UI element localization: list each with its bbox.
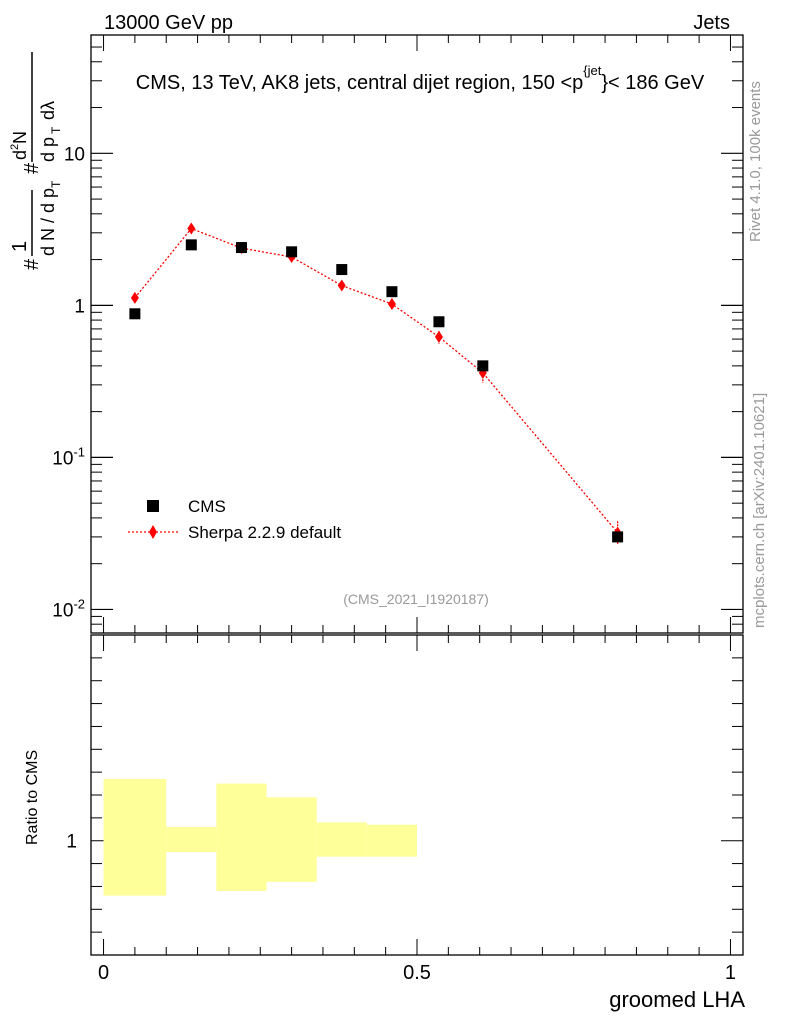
svg-text:N: N [10, 131, 30, 144]
analysis-watermark: (CMS_2021_I1920187) [343, 591, 489, 607]
sherpa-point [434, 330, 443, 343]
cms-data-point [386, 286, 398, 298]
mcplots-label: mcplots.cern.ch [arXiv:2401.10621] [751, 393, 768, 628]
mc-line-group [130, 222, 622, 544]
ratio-uncertainty-bin [316, 822, 367, 857]
cms-data-point [185, 239, 197, 251]
svg-text:d p: d p [38, 137, 58, 162]
ratio-axis-group: 0 0.5 1 1 [66, 635, 743, 984]
main-plot-frame [90, 34, 744, 634]
svg-text:2: 2 [9, 144, 21, 150]
legend-cms-label: CMS [188, 497, 226, 516]
sherpa-point [337, 279, 346, 292]
sherpa-point [187, 222, 196, 235]
ratio-uncertainty-bin [103, 779, 167, 896]
cms-data-point [235, 242, 247, 254]
svg-text:T: T [49, 126, 63, 134]
ratio-uncertainty-bin [366, 824, 417, 857]
cms-data-point [336, 264, 348, 276]
main-axis-group: 10 1 10-1 10-2 [52, 34, 743, 634]
category-label: Jets [693, 12, 730, 34]
ratio-plot-frame [90, 634, 744, 956]
svg-text:T: T [49, 180, 63, 188]
x-tick-label: 0.5 [403, 962, 431, 984]
ratio-uncertainty-bin [166, 827, 217, 853]
plot-title: CMS, 13 TeV, AK8 jets, central dijet reg… [136, 63, 705, 94]
data-points-group [129, 239, 624, 543]
ratio-y-axis-label: Ratio to CMS [24, 750, 41, 845]
sherpa-line [134, 227, 619, 534]
cms-data-point [433, 316, 445, 328]
main-y-tick-label: 10-1 [52, 444, 85, 469]
cms-data-point [612, 531, 624, 543]
ratio-y-tick-label: 1 [66, 832, 77, 853]
main-y-axis-label: # 1 d N / d p T # d 2 N d p T dλ [9, 52, 63, 270]
ratio-uncertainty-bin [216, 783, 267, 891]
x-tick-label: 0 [98, 962, 109, 984]
energy-label: 13000 GeV pp [104, 12, 233, 34]
svg-text:d N / d p: d N / d p [38, 188, 58, 256]
svg-text:dλ: dλ [38, 101, 58, 120]
y-axis-label-numerator: 1 [9, 241, 31, 252]
cms-data-point [477, 360, 489, 372]
svg-text:d: d [10, 150, 30, 160]
legend-sherpa-marker [149, 525, 157, 539]
legend-cms-marker [147, 500, 159, 512]
cms-data-point [286, 246, 298, 258]
ratio-band-group [103, 779, 417, 896]
main-y-tick-label: 1 [74, 296, 85, 317]
legend: CMS Sherpa 2.2.9 default [128, 497, 341, 542]
y-axis-label-text: # [21, 258, 43, 270]
rivet-label: Rivet 4.1.0, 100k events [747, 81, 764, 242]
main-y-tick-label: 10 [64, 144, 85, 165]
cms-data-point [129, 308, 141, 320]
x-axis-label: groomed LHA [609, 987, 745, 1012]
sherpa-point [387, 298, 396, 311]
main-y-tick-label: 10-2 [52, 596, 85, 621]
svg-text:#: # [21, 162, 43, 174]
title-text: CMS, 13 TeV, AK8 jets, central dijet reg… [136, 72, 584, 94]
x-tick-label: 1 [725, 962, 736, 984]
ratio-uncertainty-bin [266, 797, 317, 882]
legend-sherpa-label: Sherpa 2.2.9 default [188, 523, 341, 542]
sherpa-point [130, 291, 139, 304]
